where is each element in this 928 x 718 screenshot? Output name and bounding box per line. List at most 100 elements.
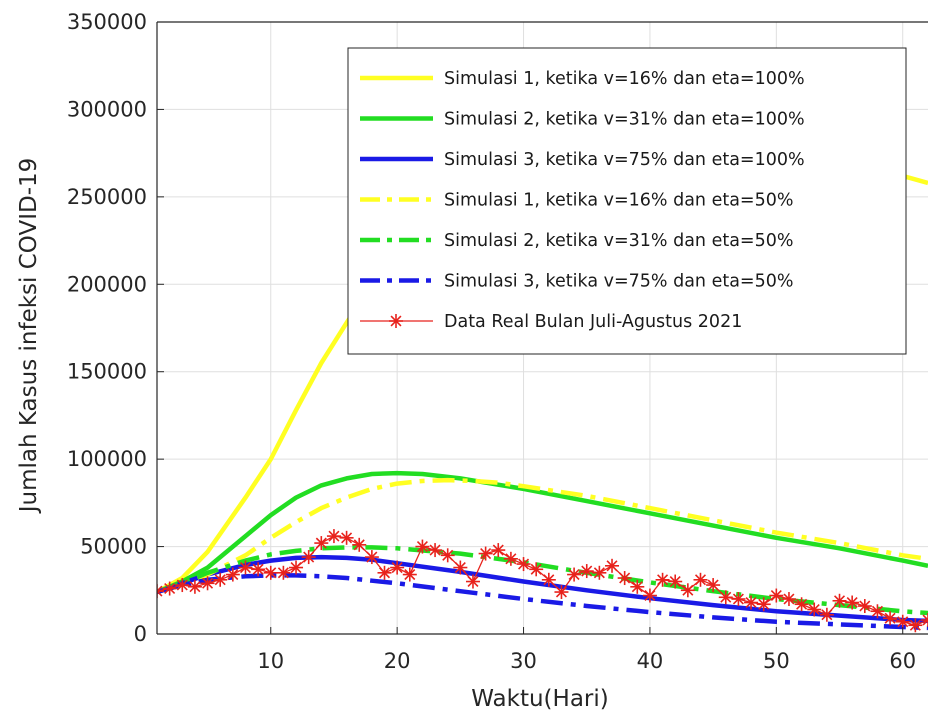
x-tick-label: 60 bbox=[889, 649, 916, 673]
data-point-marker bbox=[706, 578, 721, 593]
data-point-marker bbox=[617, 571, 632, 586]
legend-label: Simulasi 3, ketika v=75% dan eta=100% bbox=[444, 150, 805, 170]
legend-entry: Simulasi 1, ketika v=16% dan eta=50% bbox=[360, 191, 794, 211]
y-tick-label: 300000 bbox=[67, 97, 147, 121]
legend-entry: Simulasi 3, ketika v=75% dan eta=50% bbox=[360, 272, 794, 292]
y-tick-label: 150000 bbox=[67, 360, 147, 384]
marker-stroke bbox=[834, 595, 846, 607]
marker-stroke bbox=[758, 598, 770, 610]
data-point-marker bbox=[276, 565, 291, 580]
marker-stroke bbox=[189, 581, 201, 593]
y-tick-label: 0 bbox=[134, 622, 147, 646]
data-point-marker bbox=[731, 592, 746, 607]
data-point-marker bbox=[187, 579, 202, 594]
legend-label: Simulasi 1, ketika v=16% dan eta=50% bbox=[444, 191, 794, 211]
marker-stroke bbox=[682, 584, 694, 596]
data-point-marker bbox=[554, 585, 569, 600]
legend-label: Simulasi 2, ketika v=31% dan eta=100% bbox=[444, 110, 805, 130]
data-point-marker bbox=[579, 564, 594, 579]
data-point-marker bbox=[326, 529, 341, 544]
marker-stroke bbox=[922, 618, 928, 626]
data-point-marker bbox=[238, 560, 253, 575]
series-4 bbox=[157, 477, 928, 595]
marker-stroke bbox=[467, 576, 479, 588]
data-point-marker bbox=[301, 550, 316, 565]
series-line bbox=[157, 573, 928, 631]
legend-label: Simulasi 3, ketika v=75% dan eta=50% bbox=[444, 272, 794, 292]
marker-stroke bbox=[202, 577, 214, 589]
data-point-marker bbox=[390, 560, 405, 575]
marker-stroke bbox=[530, 563, 542, 575]
marker-stroke bbox=[429, 544, 441, 556]
marker-stroke bbox=[796, 598, 808, 610]
data-point-marker bbox=[567, 567, 582, 582]
marker-stroke bbox=[593, 567, 605, 579]
data-point-marker bbox=[921, 613, 928, 628]
marker-stroke bbox=[404, 569, 416, 581]
legend-label: Data Real Bulan Juli-Agustus 2021 bbox=[444, 312, 742, 332]
legend: Simulasi 1, ketika v=16% dan eta=100% Sim… bbox=[347, 47, 907, 355]
marker-stroke bbox=[543, 574, 555, 586]
series-7 bbox=[157, 529, 928, 633]
data-point-marker bbox=[845, 595, 860, 610]
data-point-marker bbox=[364, 550, 379, 565]
axes bbox=[156, 21, 928, 635]
marker-stroke bbox=[770, 590, 782, 602]
data-point-marker bbox=[314, 536, 329, 551]
x-axis-title: Waktu(Hari) bbox=[471, 686, 608, 712]
data-point-marker bbox=[832, 593, 847, 608]
legend-box bbox=[347, 47, 907, 355]
series-2 bbox=[157, 470, 928, 595]
marker-stroke bbox=[341, 532, 353, 544]
data-point-marker bbox=[744, 595, 759, 610]
data-point-marker bbox=[415, 539, 430, 554]
legend-entry: Simulasi 1, ketika v=16% dan eta=100% bbox=[360, 69, 805, 89]
marker-stroke bbox=[922, 614, 928, 622]
y-axis-title: Jumlah Kasus infeksi COVID-19 bbox=[16, 158, 42, 515]
data-point-marker bbox=[263, 565, 278, 580]
marker-stroke bbox=[391, 562, 403, 574]
data-point-marker bbox=[440, 548, 455, 563]
marker-stroke bbox=[518, 558, 530, 570]
data-point-marker bbox=[781, 592, 796, 607]
marker-stroke bbox=[745, 597, 757, 609]
data-point-marker bbox=[655, 572, 670, 587]
data-point-marker bbox=[592, 565, 607, 580]
marker-stroke bbox=[808, 604, 820, 616]
marker-stroke bbox=[157, 590, 163, 597]
x-tick-label: 20 bbox=[384, 649, 411, 673]
data-point-marker bbox=[668, 574, 683, 589]
data-point-marker bbox=[794, 597, 809, 612]
marker-stroke bbox=[416, 541, 428, 553]
x-tick-label: 50 bbox=[763, 649, 790, 673]
data-point-marker bbox=[680, 583, 695, 598]
marker-stroke bbox=[454, 562, 466, 574]
marker-stroke bbox=[315, 537, 327, 549]
data-point-marker bbox=[883, 611, 898, 626]
marker-stroke bbox=[821, 609, 833, 621]
marker-stroke bbox=[378, 567, 391, 579]
y-tick-label: 250000 bbox=[67, 185, 147, 209]
marker-stroke bbox=[619, 572, 631, 584]
series-line bbox=[157, 477, 928, 595]
data-point-marker bbox=[289, 560, 304, 575]
data-point-marker bbox=[908, 618, 923, 633]
marker-stroke bbox=[353, 539, 365, 551]
data-point-marker bbox=[718, 590, 733, 605]
legend-entry: Data Real Bulan Juli-Agustus 2021 bbox=[360, 312, 742, 332]
series-layer bbox=[157, 173, 928, 633]
marker-stroke bbox=[581, 565, 593, 577]
marker-stroke bbox=[732, 593, 744, 605]
x-tick-label: 10 bbox=[257, 649, 284, 673]
data-point-marker bbox=[895, 614, 910, 629]
data-point-marker bbox=[157, 584, 164, 599]
marker-stroke bbox=[277, 567, 289, 579]
data-point-marker bbox=[693, 572, 708, 587]
data-point-marker bbox=[251, 562, 266, 577]
marker-stroke bbox=[720, 591, 732, 603]
legend-entry: Simulasi 2, ketika v=31% dan eta=50% bbox=[360, 231, 794, 251]
x-tick-label: 40 bbox=[637, 649, 664, 673]
marker-stroke bbox=[897, 616, 909, 628]
data-point-marker bbox=[402, 567, 417, 582]
